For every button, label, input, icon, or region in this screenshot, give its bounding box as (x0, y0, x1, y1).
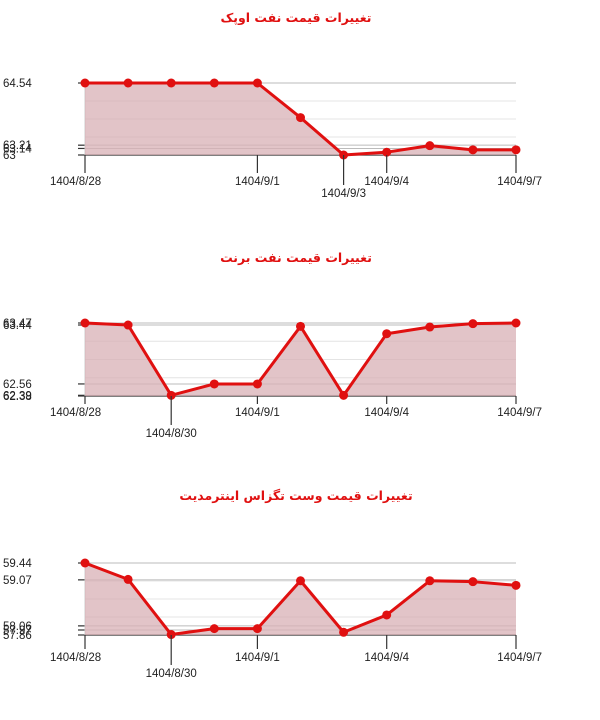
y-tick-label: 62.56 (3, 379, 32, 391)
x-tick-label: 1404/9/3 (321, 188, 366, 200)
data-point (166, 78, 176, 88)
y-tick-label: 62.38 (3, 391, 32, 403)
data-point (123, 78, 133, 88)
data-point (511, 580, 521, 590)
x-tick-label: 1404/8/28 (50, 652, 101, 664)
y-tick-label: 63 (3, 150, 16, 162)
data-point (425, 576, 435, 586)
data-point (123, 320, 133, 330)
chart-title-brent: تغییرات قیمت نفت برنت (220, 250, 372, 265)
y-tick-label: 63.14 (3, 143, 32, 155)
y-tick-label: 62.39 (3, 390, 32, 402)
series-area (85, 563, 516, 635)
x-tick-label: 1404/9/4 (364, 176, 409, 188)
x-tick-label: 1404/9/1 (235, 407, 280, 419)
x-tick-label: 1404/9/7 (497, 652, 542, 664)
x-tick-label: 1404/9/7 (497, 407, 542, 419)
chart-wti: تغییرات قیمت وست تگزاس اینترمدیت 59.4459… (3, 488, 542, 680)
data-point (123, 574, 133, 584)
x-tick-label: 1404/8/28 (50, 407, 101, 419)
data-point (425, 322, 435, 332)
data-point (339, 627, 349, 637)
x-tick-label: 1404/8/30 (146, 428, 197, 440)
data-point (425, 141, 435, 151)
chart-title-wti: تغییرات قیمت وست تگزاس اینترمدیت (179, 488, 412, 503)
y-tick-label: 64.54 (3, 78, 32, 90)
data-point (511, 145, 521, 155)
data-point (468, 145, 478, 155)
data-point (252, 624, 262, 634)
x-tick-label: 1404/9/1 (235, 652, 280, 664)
data-point (166, 390, 176, 400)
data-point (382, 610, 392, 620)
y-tick-label: 59.07 (3, 575, 32, 587)
data-point (80, 78, 90, 88)
data-point (209, 78, 219, 88)
data-point (468, 577, 478, 587)
data-point (382, 329, 392, 339)
data-point (296, 113, 305, 123)
data-point (296, 576, 305, 586)
x-tick-label: 1404/9/4 (364, 407, 409, 419)
y-tick-label: 59.44 (3, 558, 32, 570)
data-point (511, 318, 521, 328)
x-tick-label: 1404/9/1 (235, 176, 280, 188)
y-tick-label: 63.21 (3, 140, 32, 152)
data-point (209, 624, 219, 634)
x-tick-label: 1404/9/4 (364, 652, 409, 664)
y-tick-label: 57.97 (3, 625, 32, 637)
data-point (80, 558, 90, 568)
x-tick-label: 1404/8/30 (146, 668, 197, 680)
data-point (252, 379, 262, 389)
data-point (296, 321, 305, 331)
chart-title-opec: تغییرات قیمت نفت اوپک (220, 10, 371, 25)
data-point (209, 379, 219, 389)
y-tick-label: 63.44 (3, 320, 32, 332)
x-tick-label: 1404/9/7 (497, 176, 542, 188)
y-tick-label: 63.47 (3, 318, 32, 330)
data-point (80, 318, 90, 328)
data-point (166, 630, 176, 640)
data-point (252, 78, 262, 88)
y-tick-label: 57.86 (3, 630, 32, 642)
y-tick-label: 58.06 (3, 621, 32, 633)
data-point (382, 147, 392, 157)
data-point (468, 319, 478, 329)
x-tick-label: 1404/8/28 (50, 176, 101, 188)
data-point (339, 390, 349, 400)
series-area (85, 323, 516, 396)
